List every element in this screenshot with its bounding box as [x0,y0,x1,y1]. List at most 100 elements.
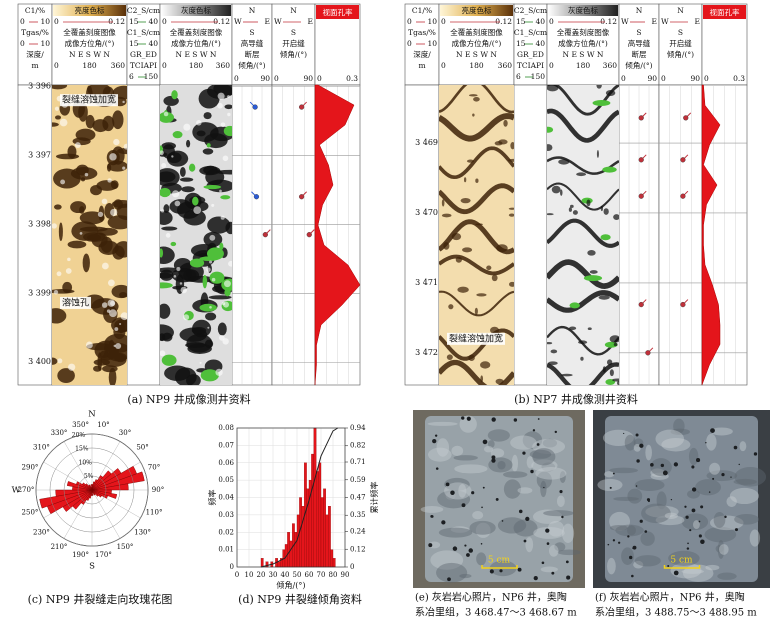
image-blob [70,201,87,214]
scale-label: 360 [498,61,513,70]
photo-texture [640,531,655,546]
image-speck [54,106,60,111]
image-blob [58,222,63,242]
photo-texture [627,525,636,536]
track-header-frame [17,3,53,86]
tadpole [252,104,258,110]
direction-label: 90° [152,486,164,494]
direction-label: 130° [134,528,151,536]
image-blob [208,295,232,300]
photo-texture [451,445,464,457]
photo-texture [420,506,444,513]
image-speck [119,322,122,326]
image-blob [494,141,503,146]
photo-caption: 系冶里组，3 488.75～3 488.95 m [595,606,757,619]
radial-tick-label: 10% [79,459,93,466]
photo-texture [436,562,468,583]
photo-pore [738,463,740,466]
color-scale [53,5,126,16]
image-blob [82,253,90,273]
image-blob [192,122,219,143]
image-blob [606,359,613,366]
scale-label: 40 [148,39,158,48]
photo-pore [480,543,483,545]
image-blob [192,196,199,206]
photo-pore [532,429,536,432]
image-blob [108,367,117,385]
track-frame [126,84,161,386]
image-blob [206,247,224,260]
photo-pore [691,487,697,492]
image-speck [223,280,231,288]
photo-pore [686,547,690,550]
track-header-frame [271,3,316,86]
image-speck [161,163,167,169]
image-blob [202,274,208,289]
image-speck [101,302,108,308]
scale-label: 10 [40,17,50,26]
tadpole [680,157,686,163]
photo-texture [561,523,575,543]
image-blob [547,341,553,345]
image-blob [160,267,180,273]
photo-pore [482,439,488,445]
photo-texture [503,479,522,499]
x-tick-label: 30 [269,571,278,579]
photo-texture [597,478,623,492]
image-blob [547,144,553,152]
image-speck [211,203,215,207]
image-blob [161,226,178,231]
scale-label: 0 [621,74,626,83]
image-blob [118,292,127,298]
image-speck [220,122,226,128]
core-sample [425,416,573,582]
x-tick-label: 0 [235,571,239,579]
photo-pore [705,442,707,444]
image-blob [76,164,89,176]
image-blob [160,324,174,341]
y2-tick-label: 0.47 [350,494,366,502]
petal [90,484,93,491]
image-blob [441,213,452,218]
scale-label: 90 [690,74,700,83]
image-blob [116,203,127,220]
image-speck [113,138,120,146]
photo-texture [693,520,700,530]
image-speck [163,111,169,117]
direction-label: 50° [136,444,148,452]
image-speck [59,118,68,127]
photo-texture [717,572,737,580]
image-blob [219,242,224,251]
scale-label: 0 [441,17,446,26]
track-header-label: 倾角/(°) [667,49,694,59]
petal [55,489,93,497]
photo-texture [670,562,702,579]
y-tick-label: 0.08 [218,424,234,432]
photo-texture [709,462,721,475]
image-blob [509,281,514,287]
image-blob [613,342,618,347]
photo-pore [609,486,612,489]
scale-label: 0 [54,17,59,26]
photo-pore [537,418,540,420]
photo-caption: 系冶里组，3 468.47～3 468.67 m [415,606,577,619]
tadpole [680,193,686,199]
image-blob [605,90,616,97]
bar [287,532,290,568]
image-blob [160,246,175,265]
image-blob [202,148,214,155]
radial-grid [77,475,107,505]
cardinal-label: W [12,486,21,496]
bar [313,427,317,568]
scale-label: 0.12 [600,17,617,26]
photo-texture [459,415,477,433]
image-blob [491,274,498,282]
image-blob [466,159,474,163]
photo-texture [687,489,700,499]
photo-pore [518,509,523,514]
photo-texture [641,503,671,524]
depth-label: 3 400 [28,357,51,366]
direction-label: 110° [146,509,163,517]
track-header-label: 成像方位角/(°) [558,38,608,48]
scale-label: 360 [216,61,231,70]
